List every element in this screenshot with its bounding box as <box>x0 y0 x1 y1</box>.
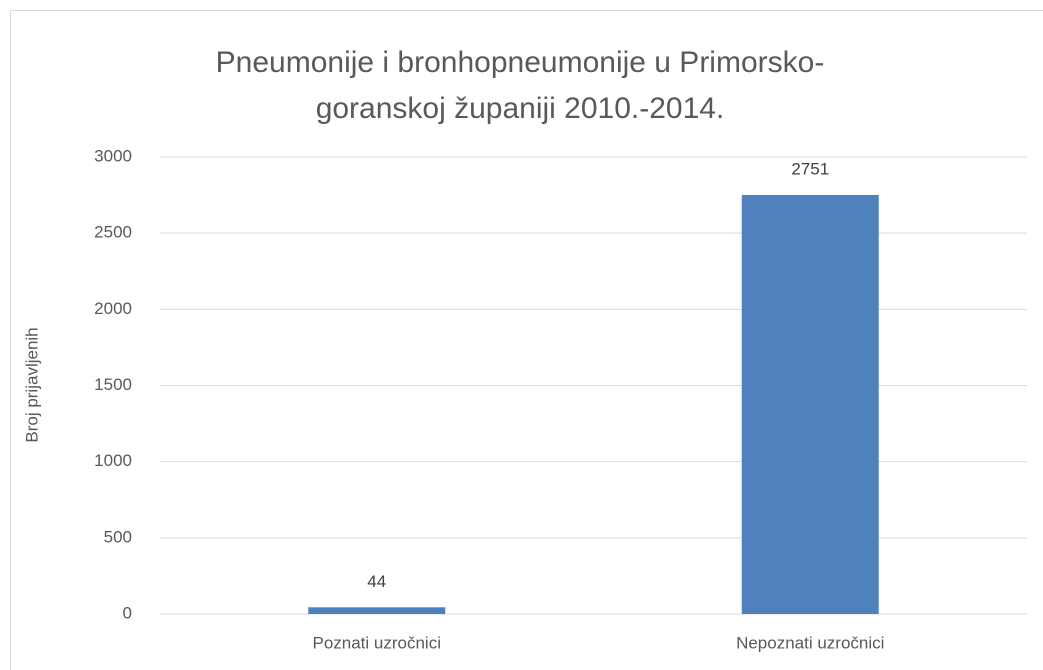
value-label: 2751 <box>791 159 829 178</box>
value-label: 44 <box>367 572 386 591</box>
chart-border <box>10 10 1043 670</box>
bar <box>741 194 879 614</box>
y-axis-label: Broj prijavljenih <box>22 327 41 442</box>
bar <box>308 607 446 614</box>
x-tick-label: Nepoznati uzročnici <box>736 633 884 652</box>
y-tick-label: 500 <box>104 527 132 546</box>
chart-title: Pneumonije i bronhopneumonije u Primorsk… <box>215 46 825 125</box>
x-tick-label: Poznati uzročnici <box>312 633 441 652</box>
y-tick-label: 0 <box>123 603 132 622</box>
y-tick-label: 1000 <box>94 451 132 470</box>
y-tick-label: 3000 <box>94 146 132 165</box>
y-tick-label: 1500 <box>94 375 132 394</box>
y-tick-label: 2000 <box>94 299 132 318</box>
y-tick-label: 2500 <box>94 223 132 242</box>
